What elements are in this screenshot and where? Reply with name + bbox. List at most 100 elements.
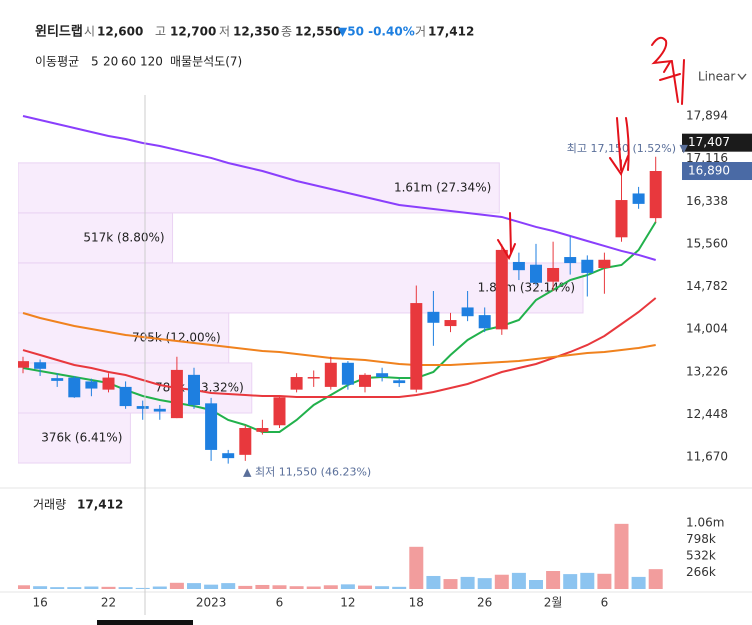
- profile-bar: [18, 262, 584, 314]
- candle-body: [547, 267, 560, 282]
- candle-body: [34, 362, 47, 369]
- volume-tick-label: 1.06m: [686, 515, 724, 529]
- moving-average-line: [22, 297, 657, 398]
- volume-bar: [135, 587, 150, 589]
- candle-body: [359, 374, 371, 387]
- ma-legend: 5 20 60 120: [91, 55, 163, 69]
- volume-bar: [84, 586, 99, 589]
- candle-body: [495, 249, 508, 330]
- candle-body: [324, 362, 337, 387]
- volume-bar: [255, 584, 270, 589]
- volume-bar: [392, 586, 407, 589]
- volume-bar: [169, 582, 184, 589]
- volume-current: 17,412: [77, 498, 123, 512]
- candle-body: [85, 381, 98, 389]
- indicator-label[interactable]: 이동평균: [35, 55, 79, 69]
- x-tick-label: 2023: [196, 596, 227, 610]
- quote-label: 시: [84, 25, 95, 39]
- quote-label: 거: [415, 25, 426, 39]
- volume-bar: [358, 585, 372, 589]
- y-tick-label: 11,670: [686, 450, 728, 464]
- volume-bar: [238, 585, 253, 589]
- volume-bar: [631, 576, 646, 589]
- volume-bar: [443, 579, 458, 589]
- volume-tick-label: 266k: [686, 565, 716, 579]
- quote-value: 12,600: [97, 25, 143, 39]
- volume-bar: [409, 546, 424, 589]
- x-tick-label: 26: [477, 596, 492, 610]
- volume-bar: [101, 586, 116, 589]
- volume-tick-label: 532k: [686, 548, 716, 562]
- quote-value: 17,412: [428, 25, 474, 39]
- x-tick-label: 6: [601, 596, 609, 610]
- scale-mode[interactable]: Linear: [698, 70, 735, 84]
- candle-body: [598, 259, 611, 268]
- price-badge: [682, 133, 752, 152]
- volume-bar: [614, 523, 629, 589]
- volume-bar: [511, 572, 526, 589]
- volume-bar: [477, 578, 492, 589]
- candles: [18, 156, 662, 464]
- candle-body: [512, 261, 525, 271]
- volume-bar: [546, 571, 561, 589]
- stock-name: 윈티드랩: [35, 24, 83, 40]
- candle-body: [632, 193, 645, 204]
- profile-label: 517k (8.80%): [83, 230, 164, 244]
- x-tick-label: 16: [32, 596, 47, 610]
- volume-bar: [597, 573, 612, 589]
- volume-bar: [204, 584, 219, 589]
- analysis-label[interactable]: 매물분석도(7): [170, 55, 242, 69]
- volume-bar: [221, 583, 236, 589]
- profile-bar: [18, 162, 500, 214]
- candle-body: [119, 386, 132, 407]
- volume-bar: [50, 587, 65, 589]
- volume-profile: 1.61m (27.34%) 517k (8.80%) 1.89m (32.14%)…: [18, 162, 584, 464]
- volume-bar: [18, 585, 30, 589]
- volume-bar: [306, 586, 321, 589]
- volume-bar: [152, 586, 167, 589]
- y-tick-label: 17,894: [686, 108, 728, 122]
- candle-body: [530, 264, 542, 283]
- legend-entry: 20: [103, 55, 118, 69]
- quote-value: 12,550: [295, 25, 341, 39]
- volume-bar: [460, 576, 475, 589]
- y-tick-label: 12,448: [686, 407, 728, 421]
- volume-bars: [18, 523, 663, 589]
- moving-averages: [22, 115, 657, 433]
- candle-body: [615, 200, 628, 238]
- profile-bar: [18, 412, 131, 464]
- candle-body: [376, 373, 389, 378]
- y-tick-label: 16,338: [686, 194, 728, 208]
- volume-bar: [118, 587, 133, 589]
- quote-value: 12,700: [170, 25, 216, 39]
- quote-value: 12,350: [233, 25, 279, 39]
- candle-body: [205, 403, 218, 450]
- volume-bar: [187, 583, 201, 589]
- candle-body: [461, 307, 474, 317]
- scrollbar[interactable]: [97, 620, 193, 625]
- volume-bar: [563, 574, 578, 589]
- volume-bar: [648, 569, 663, 589]
- profile-label: 1.89m (32.14%): [478, 280, 575, 294]
- candle-body: [273, 397, 286, 426]
- candle-body: [410, 303, 423, 390]
- y-tick-label: 13,226: [686, 364, 728, 378]
- candle-body: [68, 377, 81, 398]
- volume-bar: [529, 580, 543, 589]
- dropdown-icon: [737, 73, 747, 81]
- y-tick-label: 14,782: [686, 279, 728, 293]
- candle-body: [307, 377, 320, 379]
- low-annotation: ▲ 최저 11,550 (46.23%): [243, 466, 371, 479]
- profile-label: 1.61m (27.34%): [394, 180, 491, 194]
- volume-bar: [323, 585, 338, 589]
- candle-body: [239, 427, 252, 455]
- candle-body: [18, 361, 29, 368]
- price-badge-label: 16,890: [688, 164, 730, 178]
- price-badge-label: 17,407: [688, 135, 730, 149]
- candle-body: [581, 259, 594, 273]
- candle-body: [170, 369, 183, 419]
- candle-body: [51, 378, 64, 381]
- volume-bar: [289, 586, 304, 589]
- quote-label: 저: [219, 25, 230, 39]
- candle-body: [393, 380, 406, 384]
